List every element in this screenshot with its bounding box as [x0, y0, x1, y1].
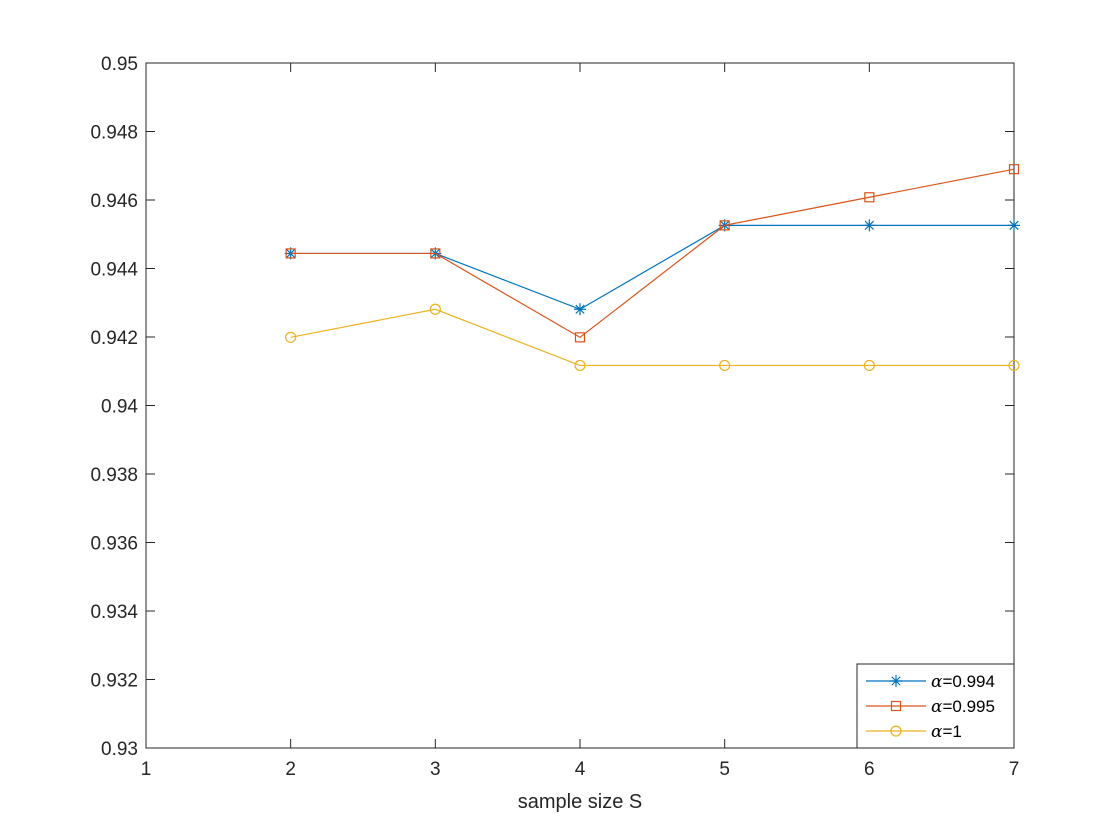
y-tick-label: 0.94	[101, 397, 138, 418]
plot-area: 1 2 3 4 5 6 7 0.93 0.932 0.934 0.936 0.938 0.94 0.94…	[90, 54, 1020, 780]
legend-label-symbol: α	[931, 672, 943, 692]
y-tick-label: 0.934	[90, 602, 138, 623]
y-tick-label: 0.93	[101, 739, 138, 760]
y-tick-label: 0.938	[90, 465, 138, 486]
x-tick-label: 2	[285, 759, 296, 780]
data-point	[719, 359, 731, 372]
legend-marker	[890, 725, 902, 737]
legend-label: α=1	[931, 722, 962, 742]
data-point	[285, 248, 296, 259]
x-axis-label: sample size S	[518, 791, 643, 813]
series-2	[285, 164, 1020, 343]
series-line	[290, 308, 1014, 367]
data-point	[864, 192, 875, 203]
y-axis: 0.93 0.932 0.934 0.936 0.938 0.94 0.942 0.944 0.…	[90, 54, 1014, 760]
axes-box	[145, 62, 1015, 749]
data-point	[1008, 359, 1020, 372]
y-tick-label: 0.942	[90, 328, 138, 349]
series-3	[285, 303, 1020, 372]
x-tick-label: 1	[141, 759, 152, 780]
data-point	[574, 303, 586, 316]
y-tick-label: 0.936	[90, 534, 138, 555]
legend-label-value: =0.995	[942, 697, 994, 716]
data-point	[1008, 164, 1020, 175]
y-tick-label: 0.95	[101, 54, 138, 75]
legend-marker	[890, 675, 902, 687]
y-tick-label: 0.932	[90, 671, 138, 692]
x-tick-label: 7	[1009, 759, 1020, 780]
data-point	[719, 220, 730, 231]
legend-label: α=0.995	[931, 697, 995, 717]
y-tick-label: 0.944	[90, 260, 138, 281]
x-tick-label: 3	[430, 759, 441, 780]
data-point	[285, 331, 297, 343]
legend-label-symbol: α	[931, 697, 943, 717]
data-point	[574, 332, 586, 343]
legend-marker	[890, 700, 902, 712]
x-axis: 1 2 3 4 5 6 7	[141, 63, 1020, 780]
legend-label-symbol: α	[931, 722, 943, 742]
data-point	[863, 219, 876, 232]
legend-entry: α=1	[866, 722, 962, 742]
data-point	[430, 248, 441, 259]
data-point	[1008, 219, 1020, 232]
data-point	[863, 359, 875, 372]
series-line	[290, 168, 1015, 339]
data-point	[284, 247, 297, 260]
y-tick-label: 0.948	[90, 123, 138, 144]
y-tick-label: 0.946	[90, 191, 138, 212]
data-point	[574, 359, 586, 372]
x-tick-label: 6	[864, 759, 875, 780]
legend-entry: α=0.994	[866, 672, 995, 692]
legend-entry: α=0.995	[866, 697, 995, 717]
legend-label: α=0.994	[931, 672, 995, 692]
legend-label-value: =0.994	[942, 672, 994, 691]
series-layer	[284, 164, 1020, 372]
legend-label-value: =1	[942, 722, 961, 741]
x-tick-label: 5	[719, 759, 730, 780]
data-point	[429, 303, 441, 315]
x-tick-label: 4	[575, 759, 586, 780]
